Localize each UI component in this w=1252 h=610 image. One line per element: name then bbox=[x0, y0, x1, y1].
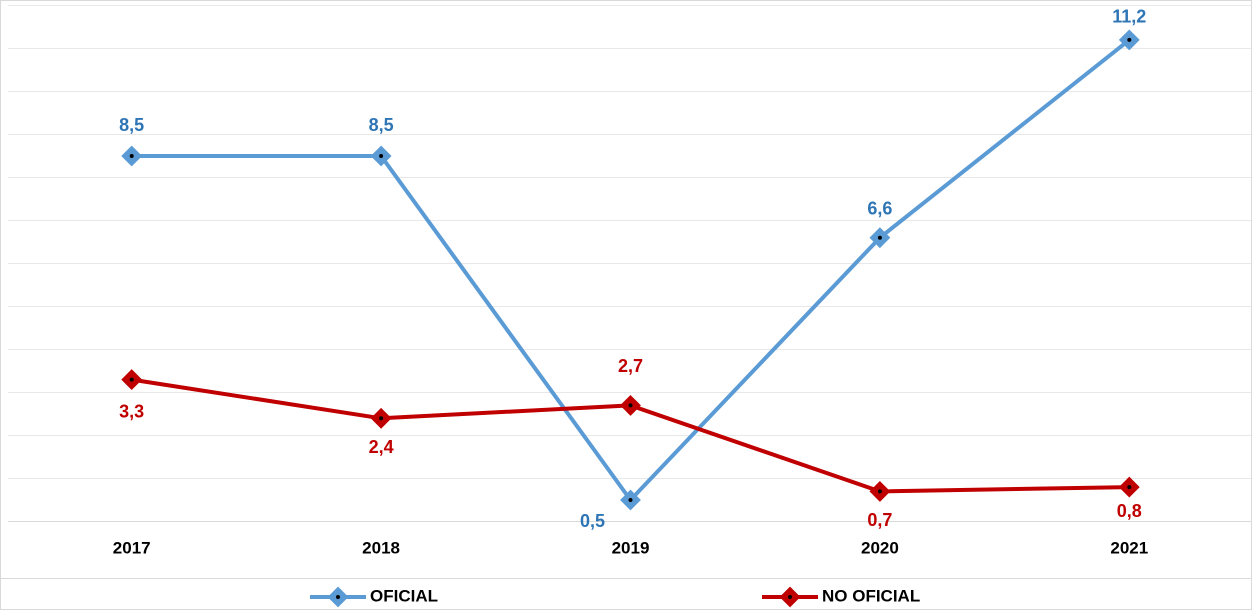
marker-dot bbox=[336, 595, 340, 599]
legend-label: NO OFICIAL bbox=[822, 586, 920, 605]
data-label: 2,4 bbox=[369, 437, 394, 457]
x-tick-label: 2018 bbox=[362, 538, 400, 557]
x-tick-label: 2021 bbox=[1110, 538, 1148, 557]
marker-dot bbox=[628, 498, 633, 502]
marker-dot bbox=[129, 377, 134, 382]
data-label: 11,2 bbox=[1112, 7, 1146, 27]
marker bbox=[370, 407, 392, 429]
data-label: 6,6 bbox=[867, 198, 892, 218]
data-label: 8,5 bbox=[119, 115, 144, 135]
marker bbox=[121, 369, 143, 391]
data-label: 3,3 bbox=[119, 401, 144, 421]
marker bbox=[869, 227, 891, 249]
marker bbox=[620, 489, 641, 511]
legend-label: OFICIAL bbox=[370, 586, 438, 605]
marker bbox=[121, 145, 143, 167]
data-label: 0,8 bbox=[1117, 501, 1142, 521]
marker-dot bbox=[129, 154, 134, 158]
marker-dot bbox=[379, 416, 384, 421]
legend-marker bbox=[779, 586, 801, 608]
data-label: 8,5 bbox=[369, 115, 394, 135]
x-tick-label: 2019 bbox=[612, 538, 650, 557]
marker-dot bbox=[379, 154, 384, 158]
marker-dot bbox=[877, 489, 882, 494]
marker-dot bbox=[628, 403, 633, 408]
x-tick-label: 2020 bbox=[861, 538, 899, 557]
legend-marker bbox=[327, 586, 349, 608]
marker bbox=[620, 394, 641, 416]
data-label: 0,5 bbox=[580, 511, 605, 531]
marker bbox=[370, 145, 392, 167]
marker-dot bbox=[1127, 37, 1132, 42]
marker-dot bbox=[1127, 485, 1132, 490]
marker-dot bbox=[788, 595, 792, 599]
marker bbox=[869, 480, 891, 502]
data-label: 0,7 bbox=[867, 510, 892, 530]
marker bbox=[1118, 476, 1140, 498]
marker-dot bbox=[877, 235, 882, 240]
marker bbox=[1118, 29, 1140, 51]
x-tick-label: 2017 bbox=[113, 538, 151, 557]
data-label: 2,7 bbox=[618, 356, 643, 376]
